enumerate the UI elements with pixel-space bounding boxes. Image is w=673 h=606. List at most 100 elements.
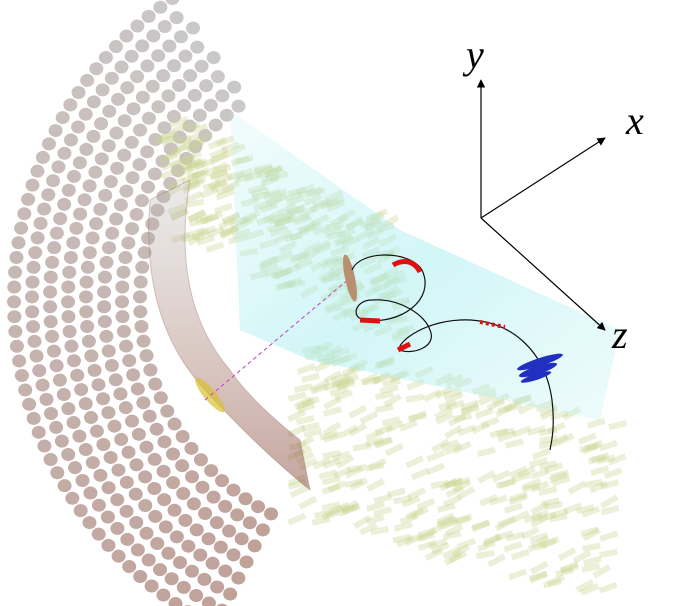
dot xyxy=(72,430,86,443)
sheet xyxy=(298,496,317,510)
dot xyxy=(47,241,61,254)
dot xyxy=(146,80,160,93)
dot xyxy=(125,136,139,149)
dot xyxy=(50,466,64,479)
dot xyxy=(110,493,124,506)
dot xyxy=(178,514,192,527)
dot xyxy=(143,364,157,377)
sheet xyxy=(366,478,385,492)
dot xyxy=(81,261,95,274)
dot xyxy=(133,124,147,137)
dot xyxy=(113,387,127,400)
dot xyxy=(62,266,76,279)
dot xyxy=(119,340,133,353)
dot xyxy=(110,162,124,175)
dot xyxy=(73,207,87,220)
dot xyxy=(174,30,188,43)
dot xyxy=(211,70,225,83)
dot xyxy=(131,543,145,556)
dot xyxy=(64,251,78,264)
dot xyxy=(57,198,71,211)
dot xyxy=(207,491,221,504)
dot xyxy=(126,368,140,381)
dot xyxy=(227,81,241,94)
dot xyxy=(68,461,82,474)
sheet xyxy=(599,531,618,542)
dot xyxy=(162,39,176,52)
dot xyxy=(94,117,108,130)
sheet xyxy=(608,453,627,465)
dot xyxy=(176,487,190,500)
dot xyxy=(56,111,70,124)
sheet xyxy=(568,481,587,495)
dot xyxy=(25,290,39,303)
sheet xyxy=(511,549,530,560)
dot xyxy=(79,443,93,456)
dot xyxy=(7,281,21,294)
dot xyxy=(168,418,182,431)
dot xyxy=(218,564,232,577)
dot xyxy=(101,406,115,419)
dot xyxy=(125,222,139,235)
sheet xyxy=(348,405,367,419)
dot xyxy=(101,510,115,523)
dot xyxy=(173,556,187,569)
dot xyxy=(251,500,265,513)
dot xyxy=(134,320,148,333)
dot xyxy=(15,369,29,382)
dot xyxy=(147,482,161,495)
sheet xyxy=(287,513,306,526)
dot xyxy=(112,550,126,563)
sheet xyxy=(426,463,445,475)
dot xyxy=(45,256,59,269)
dot xyxy=(43,285,57,298)
dot xyxy=(151,100,165,113)
dot xyxy=(148,510,162,523)
dot xyxy=(142,554,156,567)
figure: y x z xyxy=(0,0,673,606)
dot xyxy=(148,453,162,466)
dot xyxy=(189,589,203,602)
dot xyxy=(167,59,181,72)
dot xyxy=(139,441,153,454)
dot xyxy=(44,453,58,466)
dot xyxy=(188,89,202,102)
dot xyxy=(210,581,224,594)
dot xyxy=(195,60,209,73)
dot xyxy=(61,402,75,415)
dot xyxy=(176,430,190,443)
sheet xyxy=(479,494,498,506)
dot xyxy=(223,588,237,601)
dot xyxy=(73,156,87,169)
dot xyxy=(105,72,119,85)
sheet xyxy=(508,569,527,581)
dot xyxy=(226,548,240,561)
dot xyxy=(67,416,81,429)
dot xyxy=(114,198,128,211)
dot xyxy=(218,500,232,513)
dot xyxy=(222,525,236,538)
dot xyxy=(93,469,107,482)
dot xyxy=(202,532,216,545)
dot xyxy=(230,508,244,521)
dot xyxy=(12,354,26,367)
dot xyxy=(140,59,154,72)
dot xyxy=(193,549,207,562)
dot xyxy=(153,563,167,576)
dot xyxy=(49,421,63,434)
sheet xyxy=(477,447,496,457)
dot xyxy=(25,276,39,289)
dot xyxy=(161,547,175,560)
dot xyxy=(62,184,76,197)
dot xyxy=(148,167,162,180)
dot xyxy=(115,295,129,308)
dot xyxy=(166,476,180,489)
dot xyxy=(64,340,78,353)
dot xyxy=(44,271,58,284)
dot xyxy=(198,507,212,520)
dot xyxy=(248,539,262,552)
dot xyxy=(150,537,164,550)
sheet xyxy=(322,483,341,494)
sheet xyxy=(471,421,490,434)
dot xyxy=(177,581,191,594)
